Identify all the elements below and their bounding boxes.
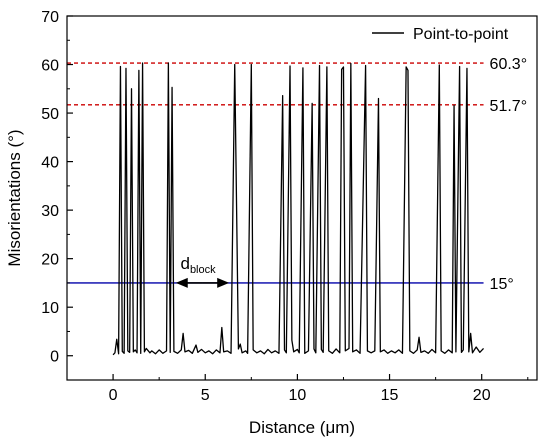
y-tick-label: 60	[41, 58, 59, 75]
axes-layer	[66, 15, 538, 381]
reference-line-label-1: 51.7°	[490, 98, 528, 115]
x-axis-title: Distance (μm)	[249, 418, 355, 437]
x-tick-label: 15	[381, 387, 399, 404]
y-tick-label: 40	[41, 155, 59, 172]
reference-line-label-0: 60.3°	[490, 56, 528, 73]
y-tick-label: 70	[41, 9, 59, 26]
d-block-label-main: d	[180, 254, 189, 273]
y-tick-label: 30	[41, 203, 59, 220]
reference-line-label-2: 15°	[490, 276, 514, 293]
legend-label-point-to-point: Point-to-point	[413, 26, 509, 43]
y-axis-title: Misorientations (°)	[5, 129, 24, 266]
plot-frame	[66, 15, 538, 381]
x-tick-label: 5	[201, 387, 210, 404]
y-tick-label: 10	[41, 300, 59, 317]
ticks-layer: 0 5 10 15 20 0 10 20 30 40 50 60 70	[41, 9, 529, 404]
legend: Point-to-point	[372, 26, 509, 43]
series-line-0	[112, 62, 485, 356]
d-block-arrowhead-left	[175, 277, 188, 288]
series-layer	[112, 62, 485, 356]
d-block-label-sub: block	[190, 264, 216, 276]
x-tick-label: 20	[473, 387, 491, 404]
y-tick-label: 50	[41, 106, 59, 123]
d-block-arrowhead-right	[217, 277, 230, 288]
y-tick-label: 0	[50, 349, 59, 366]
y-tick-label: 20	[41, 252, 59, 269]
x-tick-label: 10	[288, 387, 306, 404]
x-tick-label: 0	[109, 387, 118, 404]
reference-lines-layer: 60.3° 51.7° 15°	[67, 56, 527, 293]
d-block-label: dblock	[180, 254, 216, 276]
d-block-annotation: dblock	[175, 254, 230, 288]
